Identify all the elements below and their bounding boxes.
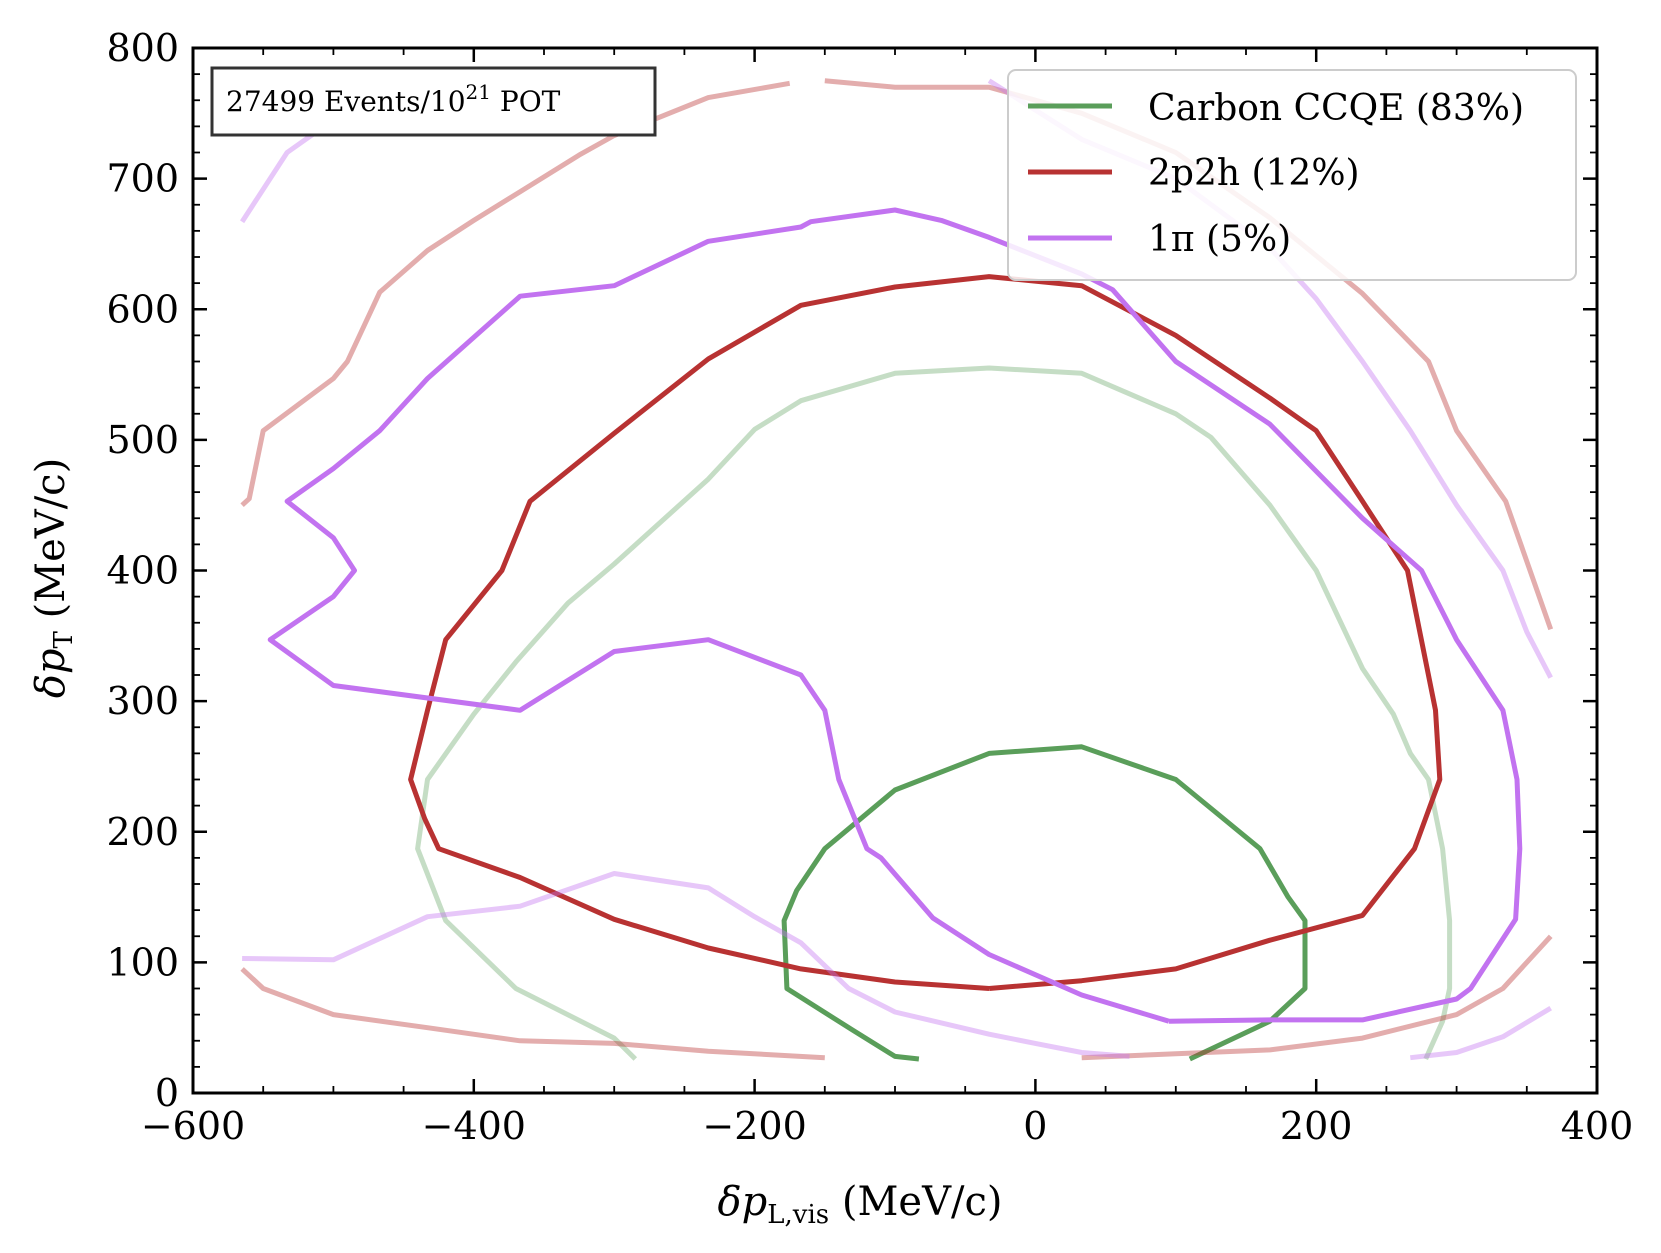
contour-0-0	[781, 744, 1308, 1062]
x-tick-label: 200	[1280, 1104, 1353, 1148]
annotation-box	[210, 66, 657, 137]
y-tick-label: 600	[106, 287, 179, 331]
annotation-suffix: POT	[491, 85, 561, 118]
x-axis-title-unit: (MeV/c)	[829, 1179, 1002, 1225]
y-tick-label: 100	[106, 940, 179, 984]
contour-0-1	[415, 365, 1453, 1061]
y-axis-title: δpT (MeV/c)	[28, 458, 79, 698]
events-annotation: 27499 Events/1021 POT	[210, 66, 657, 137]
legend: Carbon CCQE (83%) 2p2h (12%) 1π (5%)	[1007, 69, 1577, 281]
y-axis-title-unit: (MeV/c)	[28, 458, 74, 631]
x-tick-label: 400	[1561, 1104, 1634, 1148]
y-axis-title-sub: T	[49, 630, 79, 648]
contour-2-0	[267, 207, 1523, 1024]
x-tick-label: −200	[702, 1104, 806, 1148]
y-tick-label: 500	[106, 418, 179, 462]
legend-label-1pi: 1π (5%)	[1148, 219, 1291, 260]
x-axis-title: δpL,vis (MeV/c)	[718, 1179, 1003, 1230]
contour-1-4	[1081, 934, 1553, 1061]
y-tick-label: 300	[106, 679, 179, 723]
series-0	[415, 365, 1453, 1062]
x-tick-label: 0	[1023, 1104, 1047, 1148]
contour-1-2	[240, 80, 791, 508]
y-tick-label: 0	[155, 1071, 179, 1115]
legend-frame	[1007, 69, 1577, 281]
y-tick-label: 400	[106, 549, 179, 593]
contour-1-0	[408, 274, 1443, 991]
y-tick-label: 800	[106, 26, 179, 70]
annotation-superscript: 21	[466, 80, 491, 104]
y-tick-label: 200	[106, 810, 179, 854]
axes: −600 −400 −200 0 200 400 0 100 200 300 400 500 600 70…	[106, 26, 1633, 1148]
legend-label-2p2h: 2p2h (12%)	[1148, 153, 1360, 194]
annotation-prefix: 27499 Events/10	[226, 85, 466, 118]
contour-2-1	[242, 871, 1130, 1059]
y-axis-title-main: δp	[28, 648, 74, 698]
x-tick-label: −600	[141, 1104, 245, 1148]
contour-2-4	[1410, 1005, 1552, 1061]
series-layer	[240, 78, 1554, 1062]
y-tick-label: 700	[106, 157, 179, 201]
legend-label-ccqe: Carbon CCQE (83%)	[1148, 88, 1524, 129]
contour-1-1	[240, 967, 825, 1061]
annotation-text: 27499 Events/1021 POT	[226, 80, 561, 118]
x-axis-title-main: δp	[718, 1179, 768, 1225]
x-axis-title-sub: L,vis	[767, 1200, 829, 1230]
x-tick-label: −400	[422, 1104, 526, 1148]
